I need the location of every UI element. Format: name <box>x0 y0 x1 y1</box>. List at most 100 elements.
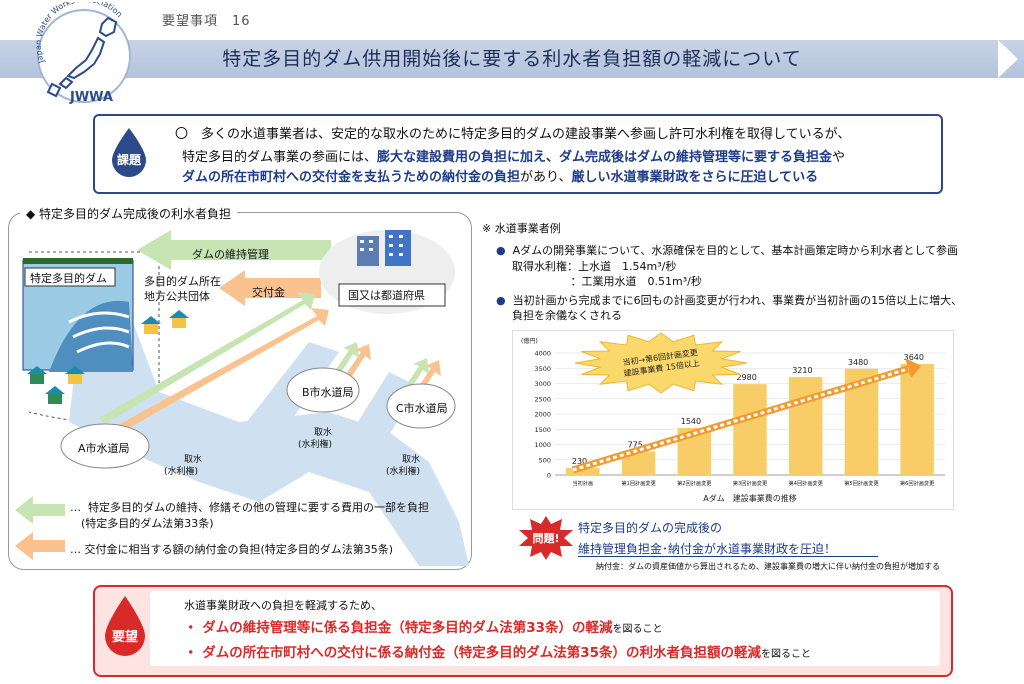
legend-green-text: … 特定多目的ダムの維持、修繕その他の管理に要する費用の一部を負担 (特定多目的… <box>70 501 429 530</box>
building-icon-1 <box>357 236 379 266</box>
problem-burst-icon <box>519 516 573 560</box>
chart-container: (億円) 0 500 1000 1500 2000 2500 3000 3500 4000 230 当… <box>512 330 954 510</box>
problem-badge: 問題! <box>532 532 560 545</box>
legend-orange-text: … 交付金に相当する額の納付金の負担(特定多目的ダム法第35条) <box>70 543 394 556</box>
bar <box>621 451 656 475</box>
example-bullet-1-a: 取得水利権：上水道 1.54m³/秒 <box>512 260 677 273</box>
request-item-1-suffix: を図ること <box>612 624 663 635</box>
x-tick-label: 第3回計画変更 <box>733 479 768 487</box>
issue-line-2: 特定多目的ダム事業の参画には、膨大な建設費用の負担に加え、ダム完成後はダムの維持… <box>182 146 845 165</box>
data-label: 3210 <box>792 366 812 375</box>
utility-c-shape <box>386 383 456 429</box>
utility-c-label: C市水道局 <box>396 402 448 415</box>
bar <box>566 467 600 475</box>
header-band <box>0 40 1024 78</box>
request-number: 要望事項 16 <box>162 14 251 29</box>
jwwa-logo: Japan Water Works Association <box>34 2 131 103</box>
bar <box>733 384 767 475</box>
intake-label-b: 取水 <box>314 428 333 438</box>
issue-line-3-plain: があり、 <box>520 170 572 185</box>
annotation-burst <box>574 332 748 394</box>
x-tick-label: 第4回計画変更 <box>788 479 823 487</box>
data-label: 775 <box>628 440 643 449</box>
y-tick-label: 2500 <box>534 395 551 403</box>
maintenance-arrow <box>137 230 331 270</box>
dam-label-box <box>24 267 116 287</box>
state-label: 国又は都道府県 <box>348 289 425 302</box>
example-bullet-1: ● Aダムの開発事業について、水源確保を目的として、基本計画策定時から利水者とし… <box>496 242 958 258</box>
y-tick-label: 500 <box>539 456 551 464</box>
header-band-tip <box>998 40 1018 78</box>
x-tick-label: 第5回計画変更 <box>844 479 879 487</box>
example-bullet-2-text: 当初計画から完成までに6回もの計画変更が行われ、事業費が当初計画の15倍以上に増… <box>512 294 963 307</box>
issue-drop-icon <box>112 128 146 177</box>
dam-spillway <box>49 300 133 372</box>
logo-text: JWWA <box>70 90 113 105</box>
utility-a-shape <box>60 423 150 469</box>
y-tick-label: 1500 <box>534 426 551 434</box>
x-tick-label: 第1回計画変更 <box>621 479 656 487</box>
water-right-label-b: (水利権) <box>298 440 333 450</box>
legend-orange-arrow <box>15 532 65 560</box>
example-bullet-2-b: 負担を余儀なくされる <box>512 309 622 322</box>
legend-green-arrow <box>15 496 65 524</box>
state-label-box <box>338 283 446 307</box>
request-drop-icon <box>105 596 145 656</box>
issue-line-3: ダムの所在市町村への交付金を支払うための納付金の負担があり、厳しい水道事業財政を… <box>182 166 818 185</box>
orange-arrow-a <box>109 308 329 436</box>
y-tick-label: 3500 <box>534 365 551 373</box>
bullet-dot-icon: ● <box>496 294 506 307</box>
grant-arrow <box>219 270 321 306</box>
issue-line-3-bold-b: 厳しい水道事業財政をさらに圧迫している <box>571 170 819 185</box>
request-item-1: ・ ダムの維持管理等に係る負担金（特定多目的ダム法第33条）の軽減を図ること <box>184 616 663 636</box>
issue-line-2-end: や <box>832 150 846 165</box>
x-tick-label: 第6回計画変更 <box>900 479 935 487</box>
x-tick-label: 第2回計画変更 <box>677 479 712 487</box>
diagram-drawing <box>15 230 469 566</box>
trend-arrow-stripe <box>572 366 912 472</box>
problem-note: 納付金：ダムの資産価値から算出されるため、建設事業費の増大に伴い納付金の負担が増… <box>596 562 940 571</box>
example-bullet-1-text: Aダムの開発事業について、水源確保を目的として、基本計画策定時から利水者として参… <box>512 244 959 257</box>
request-inner <box>150 591 940 666</box>
y-tick-label: 3000 <box>534 380 551 388</box>
example-heading: ※ 水道事業者例 <box>482 222 561 235</box>
data-label: 3640 <box>904 353 924 362</box>
request-intro: 水道事業財政への負担を軽減するため、 <box>184 599 382 612</box>
building-icon-2 <box>385 230 411 266</box>
data-label: 1540 <box>681 417 701 426</box>
page-title: 特定多目的ダム供用開始後に要する利水者負担額の軽減について <box>222 48 802 70</box>
utility-b-shape <box>286 367 360 413</box>
bar <box>900 363 934 475</box>
cost-chart: (億円) 0 500 1000 1500 2000 2500 3000 3500 4000 230 当… <box>521 332 945 503</box>
x-tick-label: 当初計画 <box>572 479 593 487</box>
issue-line-2-bold: 膨大な建設費用の負担に加え、ダム完成後はダムの維持管理等に要する負担金 <box>377 150 833 165</box>
y-tick-label: 4000 <box>534 350 551 358</box>
request-item-2: ・ ダムの所在市町村への交付に係る納付金（特定多目的ダム法第35条）の利水者負担… <box>184 641 811 661</box>
issue-line-2-plain: 特定多目的ダム事業の参画には、 <box>182 150 378 165</box>
example-bullet-1-b: ：工業用水道 0.51m³/秒 <box>512 275 702 288</box>
y-unit-label: (億円) <box>521 337 538 345</box>
water-right-label-a: (水利権) <box>164 467 199 477</box>
request-item-2-suffix: を図ること <box>761 649 811 660</box>
maintenance-arrow-label: ダムの維持管理 <box>192 248 269 261</box>
utility-b-label: B市水道局 <box>302 386 354 399</box>
diagram-title: ◆ 特定多目的ダム完成後の利水者負担 <box>20 205 238 222</box>
house-icons <box>27 310 189 404</box>
problem-line-2: 維持管理負担金･納付金が水道事業財政を圧迫！ <box>578 542 837 556</box>
request-item-2-text: ・ ダムの所在市町村への交付に係る納付金（特定多目的ダム法第35条）の利水者負担… <box>184 645 761 661</box>
request-item-1-text: ・ ダムの維持管理等に係る負担金（特定多目的ダム法第33条）の軽減 <box>184 620 613 636</box>
green-arrow-a <box>99 292 315 424</box>
problem-line-1: 特定多目的ダムの完成後の <box>578 521 723 535</box>
y-tick-label: 2000 <box>534 411 551 419</box>
bar <box>789 377 823 475</box>
data-label: 230 <box>572 457 587 466</box>
intake-label-a: 取水 <box>184 455 203 465</box>
bullet-dot-icon: ● <box>496 244 506 257</box>
example-bullet-2: ● 当初計画から完成までに6回もの計画変更が行われ、事業費が当初計画の15倍以上… <box>496 292 962 308</box>
local-gov-label: 多目的ダム所在 地方公共団体 <box>144 275 221 303</box>
issue-line-3-bold-a: ダムの所在市町村への交付金を支払うための納付金の負担 <box>182 170 521 185</box>
issue-box <box>93 114 943 194</box>
problem-underline <box>578 556 878 557</box>
data-label: 2980 <box>736 373 756 382</box>
request-badge: 要望 <box>111 630 138 645</box>
